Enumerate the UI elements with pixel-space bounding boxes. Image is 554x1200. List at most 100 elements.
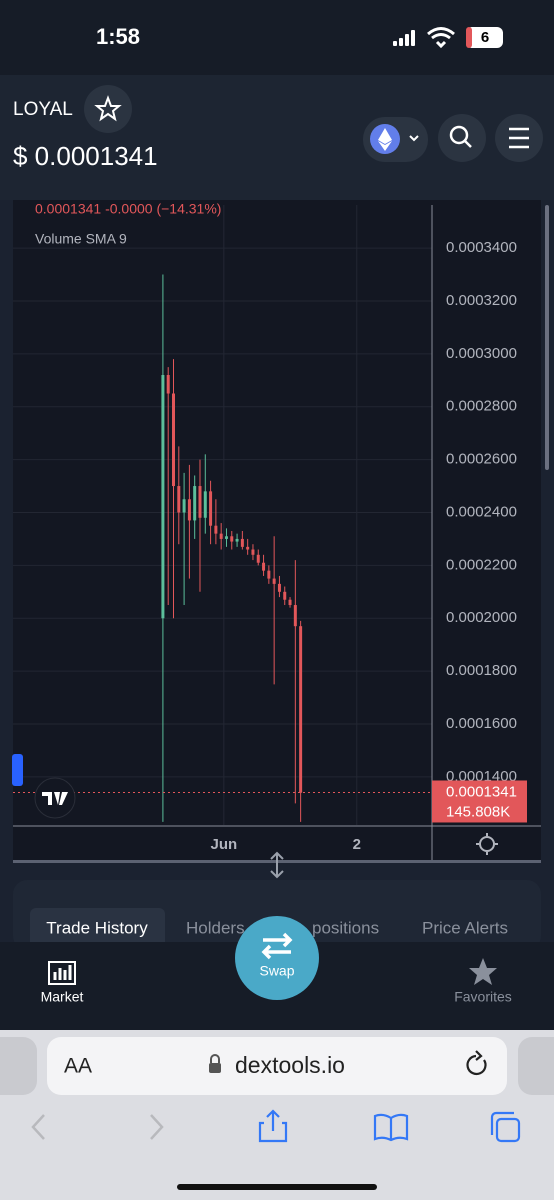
eth-glyph (378, 128, 392, 151)
chevron (409, 135, 419, 142)
price-tag-bg (432, 780, 527, 823)
candle-body (267, 570, 271, 579)
candle-body (177, 486, 181, 513)
reload-icon[interactable] (466, 1050, 487, 1076)
candle-body (219, 533, 223, 539)
lock-shackle (210, 1054, 220, 1063)
search-handle (464, 140, 472, 148)
x-tick-label: 2 (353, 836, 361, 853)
candle-body (224, 536, 228, 539)
tab[interactable]: Price Alerts (422, 918, 508, 937)
swap-button[interactable] (235, 916, 319, 1000)
candle-body (283, 591, 287, 600)
candle-body (187, 499, 191, 521)
y-tick-label: 0.0001800 (446, 662, 517, 679)
candle-body (230, 536, 234, 542)
settings-icon[interactable] (479, 836, 495, 852)
candle-body (182, 499, 186, 513)
market-label[interactable]: Market (41, 989, 84, 1005)
tabs-button[interactable] (495, 1117, 521, 1143)
ohlc-legend: 0.0001341 -0.0000 (−14.31%) (35, 201, 221, 217)
tabs-button-back (490, 1111, 514, 1135)
search-button[interactable] (438, 114, 486, 162)
battery-text: 6 (481, 29, 489, 46)
candle-body (288, 599, 292, 606)
tv-logo (34, 777, 76, 819)
text-size-button[interactable]: AA (64, 1055, 92, 1078)
clock: 1:58 (96, 24, 140, 49)
y-tick-label: 0.0002000 (446, 609, 517, 626)
y-tick-label: 0.0002800 (446, 398, 517, 415)
candle-body (172, 393, 176, 487)
search-icon (449, 125, 469, 145)
y-tick-label: 0.0002600 (446, 451, 517, 468)
y-tick-label: 0.0003000 (446, 345, 517, 362)
indicator-legend: Volume SMA 9 (35, 231, 127, 247)
tab[interactable]: Holders (186, 918, 245, 937)
share-button[interactable] (258, 1109, 288, 1143)
volume-tag: 145.808K (446, 803, 510, 820)
tv-glyph (42, 792, 68, 805)
y-tick-label: 0.0002200 (446, 556, 517, 573)
plot: 0.00014000.00016000.00018000.00020000.00… (13, 205, 517, 853)
y-tick-label: 0.0003400 (446, 239, 517, 256)
favorite-button[interactable] (84, 85, 132, 133)
url[interactable]: dextools.io (235, 1052, 345, 1078)
y-tick-label: 0.0002400 (446, 503, 517, 520)
candle-body (299, 626, 303, 793)
back-button[interactable] (31, 1114, 45, 1140)
side-toggle[interactable] (12, 754, 23, 786)
battery-icon (466, 27, 503, 48)
prev-tab[interactable] (0, 1037, 37, 1095)
candle-body (198, 486, 202, 518)
favorites-label[interactable]: Favorites (454, 989, 512, 1005)
swap-label[interactable]: Swap (259, 963, 294, 979)
price-tag: 0.0001341 (446, 783, 517, 800)
tab[interactable]: positions (312, 918, 379, 937)
menu-icon (509, 127, 529, 149)
token-symbol: LOYAL (13, 99, 73, 120)
y-tick-label: 0.0001600 (446, 715, 517, 732)
candle-body (256, 554, 260, 563)
bookmarks-button[interactable] (373, 1113, 409, 1142)
wifi-icon (427, 27, 455, 49)
candle-body (240, 538, 244, 547)
y-tick-label: 0.0003200 (446, 292, 517, 309)
favorites-icon[interactable] (469, 958, 497, 985)
home-indicator (177, 1184, 377, 1190)
token-price: $ 0.0001341 (13, 141, 158, 171)
resize-handle[interactable] (270, 851, 284, 879)
candle-body (251, 549, 255, 555)
signal-icon (393, 30, 415, 46)
next-tab[interactable] (518, 1037, 554, 1095)
chart-panel (13, 200, 541, 863)
candle-body (262, 562, 266, 571)
x-tick-label: Jun (210, 836, 237, 853)
star-icon (94, 95, 122, 122)
forward-button[interactable] (150, 1114, 164, 1140)
lock-icon (209, 1063, 221, 1073)
candle-body (293, 605, 297, 627)
candle-body (161, 375, 165, 619)
tab[interactable]: Trade History (46, 918, 148, 937)
tab-active[interactable] (30, 908, 165, 950)
candle-body (272, 578, 276, 584)
candle-body (214, 525, 218, 534)
url-bar[interactable] (47, 1037, 507, 1095)
battery-level (466, 27, 472, 48)
candle-body (277, 583, 281, 592)
scrollbar (545, 205, 549, 470)
candle-body (166, 375, 170, 394)
candle-body (235, 538, 239, 542)
candle-body (203, 491, 207, 518)
market-icon[interactable] (53, 965, 72, 980)
settings-spokes (476, 833, 498, 855)
market-frame (48, 961, 76, 985)
candle-body (246, 546, 250, 550)
candle-body (209, 491, 213, 526)
candle-body (193, 486, 197, 521)
swap-icon (261, 932, 293, 960)
